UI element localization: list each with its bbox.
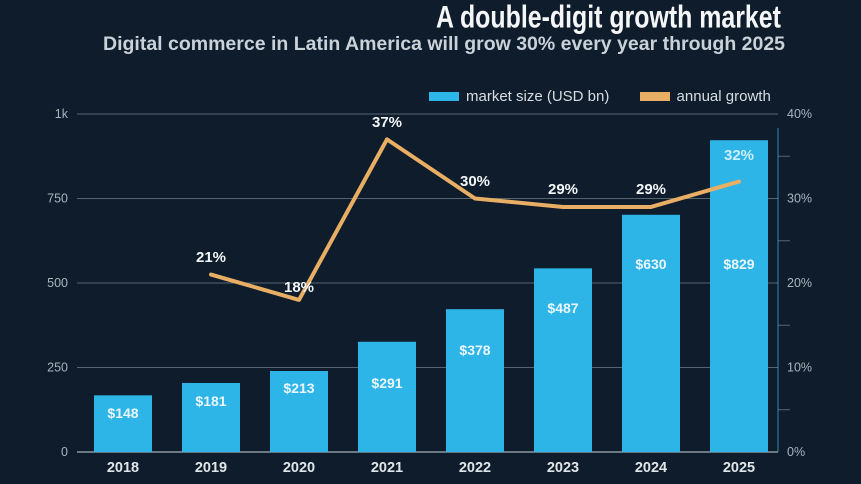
svg-text:2021: 2021 — [371, 460, 403, 476]
svg-text:32%: 32% — [724, 147, 754, 164]
svg-text:500: 500 — [47, 276, 68, 290]
svg-text:29%: 29% — [548, 181, 578, 198]
svg-text:2018: 2018 — [107, 460, 139, 476]
svg-text:18%: 18% — [284, 279, 314, 296]
svg-text:750: 750 — [47, 192, 68, 206]
svg-text:2025: 2025 — [723, 460, 755, 476]
svg-text:1k: 1k — [55, 107, 69, 121]
svg-text:10%: 10% — [787, 361, 812, 375]
svg-text:$213: $213 — [283, 380, 314, 396]
svg-text:21%: 21% — [196, 249, 226, 266]
svg-text:2020: 2020 — [283, 460, 315, 476]
svg-text:$181: $181 — [195, 393, 226, 409]
svg-text:$291: $291 — [371, 375, 402, 391]
svg-text:2024: 2024 — [635, 460, 667, 476]
svg-text:0%: 0% — [787, 445, 805, 459]
svg-text:2019: 2019 — [195, 460, 227, 476]
svg-text:$829: $829 — [723, 256, 754, 272]
svg-text:$487: $487 — [547, 300, 578, 316]
svg-text:0: 0 — [61, 445, 68, 459]
svg-text:2023: 2023 — [547, 460, 579, 476]
svg-text:37%: 37% — [372, 114, 402, 131]
svg-text:2022: 2022 — [459, 460, 491, 476]
svg-text:30%: 30% — [460, 173, 490, 190]
svg-text:$148: $148 — [107, 405, 138, 421]
svg-text:20%: 20% — [787, 276, 812, 290]
svg-text:40%: 40% — [787, 107, 812, 121]
svg-text:$630: $630 — [635, 256, 666, 272]
svg-text:$378: $378 — [459, 342, 490, 358]
svg-text:29%: 29% — [636, 181, 666, 198]
svg-text:250: 250 — [47, 361, 68, 375]
svg-text:30%: 30% — [787, 192, 812, 206]
